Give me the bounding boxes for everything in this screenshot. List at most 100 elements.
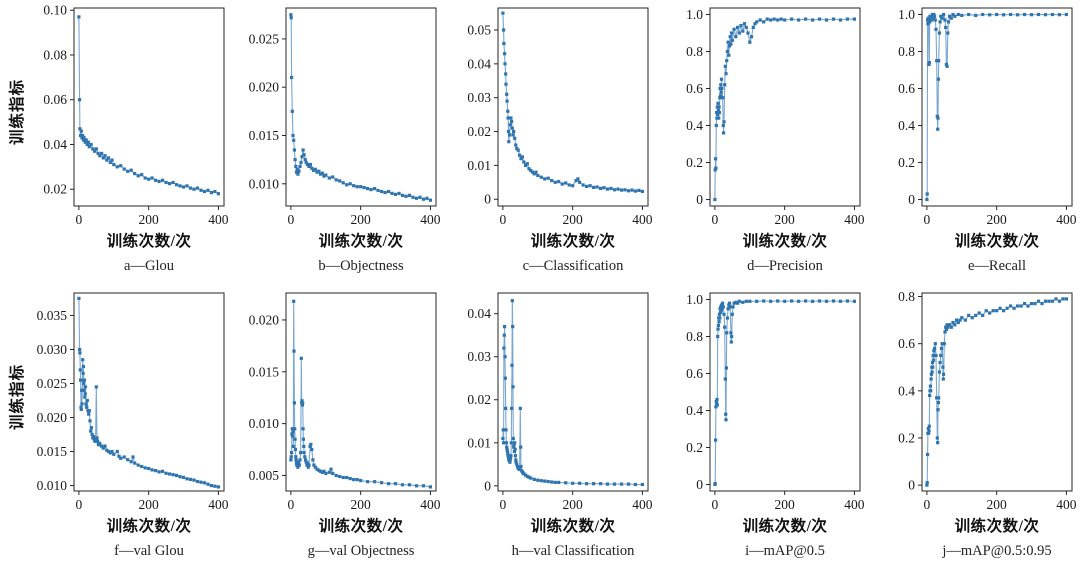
- svg-text:0.02: 0.02: [467, 392, 491, 407]
- x-axis-label: 训练次数/次: [106, 233, 192, 250]
- svg-text:0: 0: [500, 497, 507, 512]
- chart-caption-j: j—mAP@0.5:0.95: [942, 543, 1052, 559]
- svg-text:1.0: 1.0: [686, 7, 703, 22]
- plot-b-objectness: 0.010 0.015 0.020 0.025 0 200 400: [249, 7, 441, 227]
- svg-text:400: 400: [844, 212, 865, 227]
- svg-text:0.4: 0.4: [686, 118, 703, 133]
- svg-text:0.015: 0.015: [249, 128, 280, 143]
- svg-text:400: 400: [844, 497, 865, 512]
- svg-text:200: 200: [563, 497, 584, 512]
- svg-text:0: 0: [288, 212, 295, 227]
- svg-text:0.6: 0.6: [898, 81, 915, 96]
- svg-text:400: 400: [208, 212, 229, 227]
- svg-text:0: 0: [924, 497, 931, 512]
- chart-cell-j-map05-095: 0 0.2 0.4 0.6 0.8 0 200 400 训练次数/次 j—mAP@0.5:0.…: [868, 285, 1080, 570]
- svg-text:0.010: 0.010: [37, 478, 68, 493]
- svg-text:0.020: 0.020: [249, 80, 280, 95]
- svg-text:400: 400: [1056, 212, 1077, 227]
- chart-cell-e-recall: 0 0.2 0.4 0.6 0.8 1.0 0 200 400 训练次数/次 e—Recall: [868, 0, 1080, 285]
- plot-c-classification: 0 0.01 0.02 0.03 0.04 0.05 0 200 400: [467, 7, 653, 227]
- chart-caption-c: c—Classification: [522, 258, 624, 274]
- svg-text:0.6: 0.6: [898, 336, 915, 351]
- svg-text:200: 200: [775, 212, 796, 227]
- svg-text:0.020: 0.020: [249, 312, 280, 327]
- svg-text:0.025: 0.025: [37, 376, 68, 391]
- chart-cell-i-map05: 0 0.2 0.4 0.6 0.8 1.0 0 200 400 训练次数/次 i—mAP@0.5: [656, 285, 868, 570]
- svg-text:400: 400: [208, 497, 229, 512]
- svg-text:0.8: 0.8: [898, 289, 915, 304]
- svg-text:0.05: 0.05: [467, 23, 491, 38]
- svg-text:400: 400: [1056, 497, 1077, 512]
- chart-cell-g-val-objectness: 0.005 0.010 0.015 0.020 0 200 400 训练次数/次 g—val…: [232, 285, 444, 570]
- svg-text:400: 400: [420, 212, 441, 227]
- svg-text:400: 400: [632, 212, 653, 227]
- svg-text:0.4: 0.4: [686, 403, 703, 418]
- y-axis-title: 训练指标: [9, 364, 26, 431]
- chart-caption-a: a—Glou: [124, 258, 174, 274]
- svg-text:200: 200: [139, 497, 160, 512]
- chart-caption-b: b—Objectness: [318, 258, 404, 274]
- plot-d-precision: 0 0.2 0.4 0.6 0.8 1.0 0 200 400: [686, 7, 865, 227]
- svg-text:0.010: 0.010: [249, 176, 280, 191]
- svg-text:0: 0: [696, 192, 703, 207]
- svg-text:0.2: 0.2: [898, 430, 915, 445]
- svg-text:0: 0: [696, 477, 703, 492]
- x-axis-label: 训练次数/次: [742, 518, 828, 535]
- plot-e-recall: 0 0.2 0.4 0.6 0.8 1.0 0 200 400: [898, 7, 1077, 227]
- svg-text:0.015: 0.015: [249, 364, 280, 379]
- svg-text:0.2: 0.2: [898, 155, 915, 170]
- svg-text:0.8: 0.8: [898, 44, 915, 59]
- svg-text:0.03: 0.03: [467, 349, 491, 364]
- svg-text:0.2: 0.2: [686, 155, 703, 170]
- chart-cell-f-val-glou: 训练指标 0.010 0.015 0.020 0.025 0.030 0.035 0 200 4…: [0, 285, 232, 570]
- chart-caption-f: f—val Glou: [114, 543, 184, 559]
- x-axis-label: 训练次数/次: [954, 518, 1040, 535]
- svg-text:0.04: 0.04: [467, 56, 491, 71]
- x-axis-label: 训练次数/次: [530, 233, 616, 250]
- svg-text:0.04: 0.04: [467, 306, 491, 321]
- x-axis-label: 训练次数/次: [954, 233, 1040, 250]
- svg-text:0: 0: [76, 497, 83, 512]
- svg-text:0.005: 0.005: [249, 468, 280, 483]
- svg-text:0.02: 0.02: [467, 124, 491, 139]
- svg-text:1.0: 1.0: [686, 292, 703, 307]
- svg-text:400: 400: [420, 497, 441, 512]
- plot-j-map05-095: 0 0.2 0.4 0.6 0.8 0 200 400: [898, 289, 1077, 512]
- chart-cell-c-classification: 0 0.01 0.02 0.03 0.04 0.05 0 200 400 训练次数/次 c—Cl…: [444, 0, 656, 285]
- chart-cell-a-glou: 训练指标 0.02 0.04 0.06 0.08 0.10 0 200 400 训练次数/次 …: [0, 0, 232, 285]
- svg-text:0.04: 0.04: [43, 137, 67, 152]
- svg-text:0.8: 0.8: [686, 44, 703, 59]
- svg-text:0.020: 0.020: [37, 410, 68, 425]
- x-axis-label: 训练次数/次: [318, 518, 404, 535]
- svg-text:0: 0: [712, 212, 719, 227]
- plot-i-map05: 0 0.2 0.4 0.6 0.8 1.0 0 200 400: [686, 292, 865, 512]
- svg-text:0.2: 0.2: [686, 440, 703, 455]
- svg-text:0.6: 0.6: [686, 366, 703, 381]
- svg-text:200: 200: [351, 497, 372, 512]
- svg-text:1.0: 1.0: [898, 7, 915, 22]
- chart-caption-h: h—val Classification: [511, 543, 635, 559]
- x-axis-label: 训练次数/次: [742, 233, 828, 250]
- svg-text:0.4: 0.4: [898, 383, 915, 398]
- svg-text:200: 200: [351, 212, 372, 227]
- plot-g-val-objectness: 0.005 0.010 0.015 0.020 0 200 400: [249, 292, 441, 512]
- svg-text:0: 0: [484, 192, 491, 207]
- svg-text:0: 0: [712, 497, 719, 512]
- svg-text:0.025: 0.025: [249, 31, 280, 46]
- svg-text:0.08: 0.08: [43, 47, 67, 62]
- svg-text:0.4: 0.4: [898, 118, 915, 133]
- plot-h-val-classification: 0 0.01 0.02 0.03 0.04 0 200 400: [467, 292, 653, 512]
- svg-text:0: 0: [76, 212, 83, 227]
- svg-text:0.03: 0.03: [467, 90, 491, 105]
- svg-text:200: 200: [563, 212, 584, 227]
- svg-text:0.6: 0.6: [686, 81, 703, 96]
- svg-text:0.02: 0.02: [43, 182, 67, 197]
- svg-text:0.015: 0.015: [37, 444, 68, 459]
- svg-text:0: 0: [924, 212, 931, 227]
- x-axis-label: 训练次数/次: [530, 518, 616, 535]
- svg-text:200: 200: [139, 212, 160, 227]
- y-axis-title: 训练指标: [9, 79, 26, 146]
- svg-text:0.030: 0.030: [37, 342, 68, 357]
- svg-text:0.010: 0.010: [249, 416, 280, 431]
- x-axis-label: 训练次数/次: [106, 518, 192, 535]
